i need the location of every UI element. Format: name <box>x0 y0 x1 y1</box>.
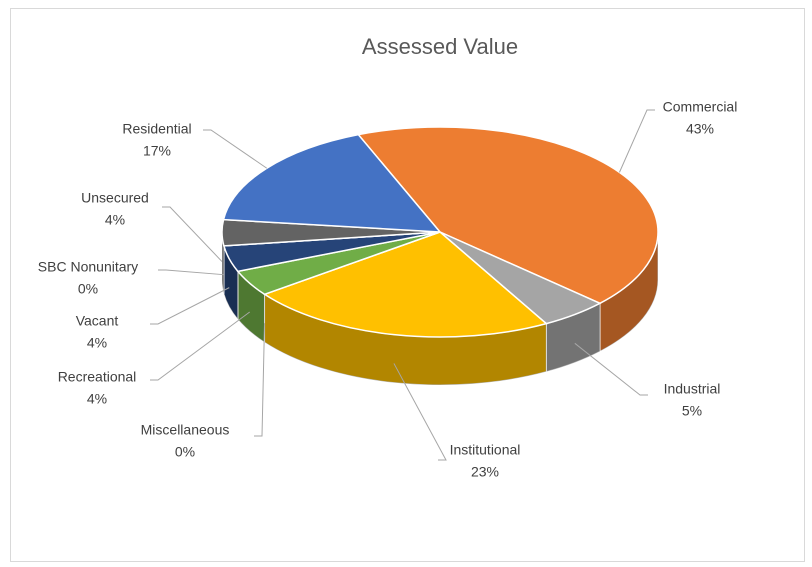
side-shade <box>264 294 547 386</box>
data-label-name: Industrial <box>664 381 721 397</box>
data-label-name: Residential <box>122 121 191 137</box>
leader-line <box>158 269 224 276</box>
data-label-name: Recreational <box>58 369 137 385</box>
leader-line <box>162 206 223 262</box>
data-label-value: 0% <box>175 444 195 460</box>
data-label-value: 4% <box>105 212 125 228</box>
pie-slice <box>262 231 548 338</box>
data-label-value: 23% <box>471 464 499 480</box>
leader-line <box>393 363 447 461</box>
data-label-name: Unsecured <box>81 190 149 206</box>
leader-line <box>254 323 266 437</box>
data-label-value: 0% <box>78 281 98 297</box>
side-shade <box>599 232 658 352</box>
data-label-name: Commercial <box>663 99 738 115</box>
side-shade <box>237 271 265 343</box>
leader-line <box>574 342 648 396</box>
chart-title: Assessed Value <box>362 34 518 59</box>
data-label-value: 43% <box>686 121 714 137</box>
data-label-value: 4% <box>87 391 107 407</box>
leader-line <box>203 129 268 169</box>
leader-line <box>150 287 230 325</box>
data-label-name: Institutional <box>450 442 521 458</box>
pie-slice <box>222 133 442 233</box>
data-label-value: 4% <box>87 335 107 351</box>
data-label-value: 17% <box>143 143 171 159</box>
side-shade <box>222 232 224 294</box>
side-shade <box>223 245 238 320</box>
data-label-name: Vacant <box>76 313 119 329</box>
data-label-value: 5% <box>682 403 702 419</box>
data-label-name: Miscellaneous <box>141 422 230 438</box>
data-label-name: SBC Nonunitary <box>38 259 138 275</box>
pie-slice <box>356 126 659 305</box>
leader-line <box>618 109 655 173</box>
leader-line <box>150 311 251 381</box>
